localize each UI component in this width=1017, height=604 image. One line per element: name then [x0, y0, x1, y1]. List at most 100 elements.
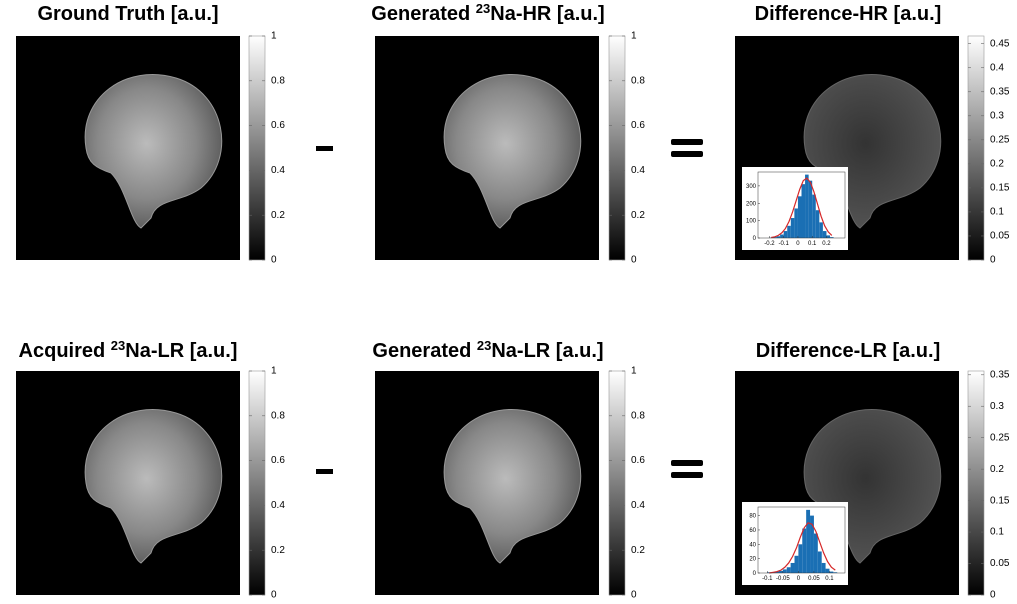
inset-x-tick-label: 0.1	[808, 241, 817, 247]
inset-x-tick-label: 0.2	[822, 241, 831, 247]
operators	[316, 139, 703, 478]
histogram-bar	[826, 235, 831, 238]
colorbar-tick-label: 0.15	[990, 183, 1010, 194]
histogram-bar	[775, 571, 779, 573]
brain	[84, 74, 223, 229]
colorbar-tick-label: 0.8	[631, 75, 645, 86]
colorbar-tick-label: 1	[631, 31, 637, 42]
histogram-bar	[821, 562, 826, 573]
colorbar-tick-label: 0.3	[990, 110, 1004, 121]
histogram-bar	[810, 515, 814, 573]
colorbar-tick-label: 0.6	[271, 455, 285, 466]
histogram-bar	[783, 231, 788, 238]
histogram-bar	[790, 562, 795, 573]
histogram-bar	[822, 231, 827, 238]
colorbar	[967, 35, 985, 261]
inset-y-tick-label: 200	[746, 201, 757, 207]
colorbar-tick-label: 0.8	[271, 75, 285, 86]
title-text: Acquired	[19, 340, 111, 362]
title-text: Na-HR [a.u.]	[490, 3, 604, 25]
inset-y-tick-label: 40	[749, 542, 756, 548]
histogram-bar	[798, 544, 803, 573]
brain	[443, 74, 582, 229]
histogram-bar	[801, 184, 806, 238]
colorbar-tick-label: 0	[990, 590, 996, 601]
colorbar-tick-label: 0.2	[631, 545, 645, 556]
fit-curve	[771, 177, 833, 239]
inset-x-tick-label: 0	[796, 241, 800, 247]
histogram-bar	[805, 174, 809, 238]
colorbar-tick-label: 0.25	[990, 432, 1010, 443]
histogram-bar	[819, 222, 823, 238]
colorbar-tick-label: 0.35	[990, 369, 1010, 380]
histogram-bar	[790, 218, 795, 238]
colorbar-tick-label: 0.25	[990, 134, 1010, 145]
inset-y-tick-label: 80	[749, 514, 756, 520]
colorbar-tick-label: 0.05	[990, 231, 1010, 242]
colorbar-tick-label: 0.8	[631, 410, 645, 421]
histogram-bar	[778, 570, 783, 573]
colorbar-tick-label: 0.45	[990, 38, 1010, 49]
inset-y-tick-label: 0	[753, 236, 757, 242]
colorbar-tick-label: 0.1	[990, 527, 1004, 538]
panel-title: Acquired 23Na-LR [a.u.]	[19, 338, 238, 362]
brain	[443, 409, 582, 564]
histogram-bar	[776, 236, 781, 238]
inset-x-tick-label: 0	[797, 576, 801, 582]
colorbar-tick-label: 0.4	[271, 500, 285, 511]
colorbar-tick-label: 0.4	[631, 500, 645, 511]
inset-x-tick-label: -0.2	[764, 241, 775, 247]
histogram-bar	[787, 225, 791, 238]
panel-title: Ground Truth [a.u.]	[37, 3, 218, 25]
title-text: Difference-HR [a.u.]	[755, 3, 942, 25]
colorbar-tick-label: 1	[631, 366, 637, 377]
colorbar-tick-label: 0.4	[990, 62, 1004, 73]
histogram-bar	[812, 194, 816, 238]
histogram-bar	[829, 571, 834, 573]
inset-y-tick-label: 300	[746, 184, 757, 190]
colorbar	[967, 370, 985, 596]
colorbar-tick-label: 0	[990, 255, 996, 266]
title-text: Na-LR [a.u.]	[491, 340, 603, 362]
colorbar-tick-label: 0.15	[990, 495, 1010, 506]
inset-y-tick-label: 20	[749, 557, 756, 563]
fit-curve	[769, 522, 836, 574]
equals	[671, 139, 703, 145]
title-superscript: 23	[477, 338, 491, 353]
inset-x-tick-label: -0.1	[762, 576, 773, 582]
title-text: Ground Truth [a.u.]	[37, 3, 218, 25]
histogram-bar	[782, 569, 787, 573]
minus	[316, 469, 333, 474]
colorbar-tick-label: 0	[271, 590, 277, 601]
histogram-bar	[794, 555, 799, 573]
colorbar-tick-label: 0.2	[990, 159, 1004, 170]
equals	[671, 472, 703, 478]
brain	[84, 409, 223, 564]
colorbar-tick-label: 0.8	[271, 410, 285, 421]
equals	[671, 460, 703, 466]
colorbar-tick-label: 0	[631, 590, 637, 601]
colorbar-tick-label: 0	[271, 255, 277, 266]
minus	[316, 146, 333, 151]
colorbar-tick-label: 0.1	[990, 207, 1004, 218]
colorbar-tick-label: 0.05	[990, 558, 1010, 569]
title-text: Generated	[371, 3, 475, 25]
colorbar-tick-label: 0.2	[271, 210, 285, 221]
panel-title: Difference-LR [a.u.]	[756, 340, 940, 362]
colorbar-tick-label: 0.35	[990, 86, 1010, 97]
colorbar-tick-label: 1	[271, 366, 277, 377]
colorbar-tick-label: 0.2	[271, 545, 285, 556]
histogram-bar	[786, 567, 791, 573]
inset-y-tick-label: 0	[753, 571, 757, 577]
colorbar-tick-label: 0.6	[631, 120, 645, 131]
histogram-bar	[825, 568, 830, 573]
histogram-bar	[797, 196, 802, 238]
colorbar	[608, 370, 626, 596]
colorbar-tick-label: 0	[631, 255, 637, 266]
colorbar-tick-label: 0.6	[631, 455, 645, 466]
histogram-bar	[808, 180, 813, 238]
colorbar	[608, 35, 626, 261]
title-superscript: 23	[476, 1, 490, 16]
histogram-bar	[806, 509, 811, 573]
